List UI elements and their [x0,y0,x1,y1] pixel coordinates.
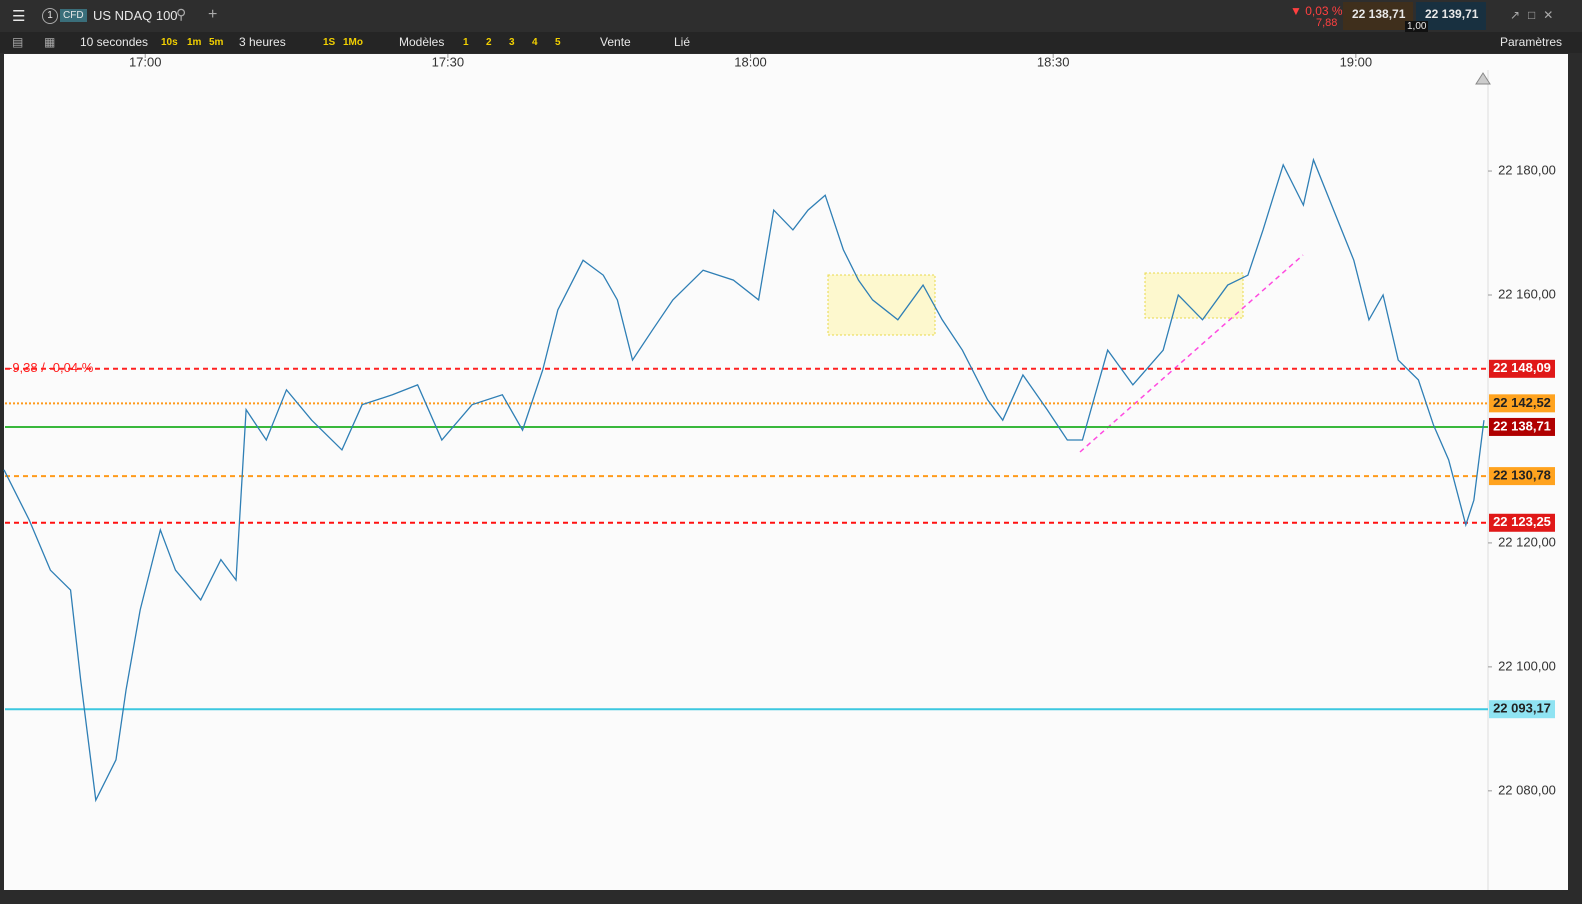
price-level-label: 22 093,17 [1493,701,1551,716]
layout-button[interactable]: 2 [486,37,492,48]
x-tick-label: 17:30 [432,54,465,69]
level-annotation: -9,38 / -0,04 % [8,360,94,375]
tab-number: 1 [42,8,58,24]
price-level-label: 22 138,71 [1493,418,1551,433]
order-button[interactable]: Vente [600,35,631,49]
scroll-marker[interactable] [1475,72,1491,85]
x-tick-label: 17:00 [129,54,162,69]
y-tick-label: 22 120,00 [1498,534,1556,549]
price-level-label: 22 130,78 [1493,468,1551,483]
price-level-tag [1489,467,1555,486]
interval-button[interactable]: 1m [187,37,202,48]
chart-toolbar: ▤ ▦ 10 secondes 10s 1m 5m 3 heures 1S 1M… [0,32,1582,53]
templates[interactable]: Modèles [399,35,445,49]
range[interactable]: 3 heures [239,35,286,49]
price-line [3,157,1485,803]
x-tick-label: 19:00 [1340,54,1373,69]
layout-button[interactable]: 1 [463,37,469,48]
search-icon[interactable]: ⚲ [176,6,187,22]
price-level-tag [1489,359,1555,378]
instrument-name[interactable]: US NDAQ 100 [93,8,178,23]
y-tick-label: 22 180,00 [1498,162,1556,177]
trend-line[interactable] [1079,254,1304,453]
price-level-tag [1489,394,1555,413]
change-percent: ▼ 0,03 % [1290,4,1343,18]
range-button[interactable]: 1S [323,37,336,48]
chart-background [4,54,1568,890]
layout-button[interactable]: 5 [555,37,561,48]
price-level-tag [1489,700,1555,719]
title-bar: ☰ 1 CFD US NDAQ 100 ⚲ + ▼ 0,03 % 7,88 22… [0,0,1582,33]
layout-button[interactable]: 3 [509,37,515,48]
quantity: 1,00 [1405,21,1429,32]
buy-price[interactable]: 22 139,71 [1425,7,1479,21]
settings-button[interactable]: Paramètres [1500,35,1563,49]
grid-icon[interactable]: ▦ [44,35,56,49]
interval-button[interactable]: 5m [209,37,224,48]
y-tick-label: 22 080,00 [1498,782,1556,797]
price-level-label: 22 123,25 [1493,514,1551,529]
add-tab[interactable]: + [208,6,218,23]
y-tick-label: 22 100,00 [1498,658,1556,673]
x-tick-label: 18:00 [734,54,767,69]
sell-price[interactable]: 22 138,71 [1352,7,1406,21]
link-button[interactable]: Lié [674,35,691,49]
instrument-type: CFD [60,9,87,22]
range-button[interactable]: 1Mo [343,37,363,48]
zone-rectangle[interactable] [827,274,936,336]
price-level-tag [1489,417,1555,436]
layout-button[interactable]: 4 [532,37,538,48]
interval-button[interactable]: 10s [161,37,178,48]
change-percent-value: 0,03 % [1305,4,1343,18]
menu-button[interactable]: ☰ [12,8,26,25]
change-points: 7,88 [1316,17,1338,29]
price-chart: 17:00 17:30 18:00 18:30 19:00 22 080,00 22 100… [3,54,1568,890]
sell-box[interactable] [1343,2,1413,30]
list-icon[interactable]: ▤ [12,35,24,49]
x-tick-label: 18:30 [1037,54,1070,69]
price-level-label: 22 148,09 [1493,360,1551,375]
interval[interactable]: 10 secondes [80,35,149,49]
price-level-label: 22 142,52 [1493,395,1551,410]
price-level-tag [1489,513,1555,532]
y-tick-label: 22 160,00 [1498,286,1556,301]
window-controls[interactable]: ↗□✕ [1510,8,1562,22]
